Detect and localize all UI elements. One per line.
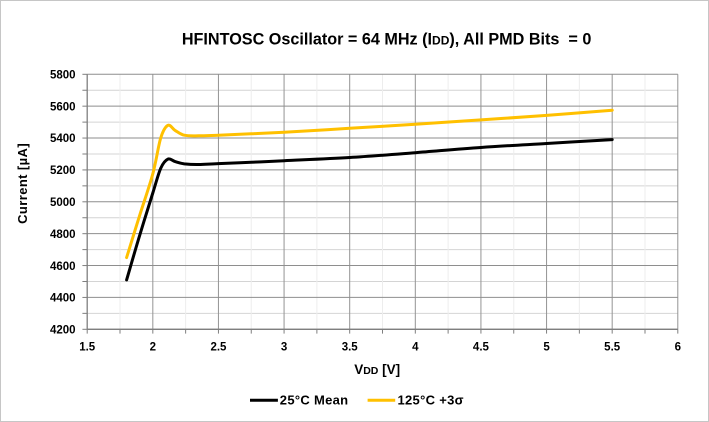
svg-text:Current [µA]: Current [µA] [15, 143, 30, 224]
svg-text:125°C +3σ: 125°C +3σ [398, 393, 464, 408]
svg-text:5600: 5600 [50, 101, 76, 113]
svg-text:4200: 4200 [50, 325, 76, 337]
svg-text:4.5: 4.5 [473, 341, 490, 353]
svg-text:5.5: 5.5 [604, 341, 621, 353]
svg-text:5000: 5000 [50, 197, 76, 209]
svg-text:4800: 4800 [50, 229, 76, 241]
svg-text:3: 3 [281, 341, 287, 353]
svg-text:6: 6 [675, 341, 681, 353]
svg-text:5200: 5200 [50, 165, 76, 177]
svg-text:5: 5 [543, 341, 550, 353]
svg-text:1.5: 1.5 [79, 341, 96, 353]
svg-text:4400: 4400 [50, 293, 76, 305]
svg-text:4: 4 [412, 341, 419, 353]
svg-text:5400: 5400 [50, 133, 76, 145]
svg-text:3.5: 3.5 [342, 341, 359, 353]
svg-text:4600: 4600 [50, 261, 76, 273]
svg-text:25°C Mean: 25°C Mean [280, 393, 349, 408]
svg-text:5800: 5800 [50, 70, 76, 82]
svg-text:HFINTOSC Oscillator = 64 MHz (: HFINTOSC Oscillator = 64 MHz (IDD), All … [182, 31, 592, 49]
svg-text:VDD [V]: VDD [V] [354, 362, 400, 377]
svg-text:2.5: 2.5 [210, 341, 227, 353]
svg-text:2: 2 [150, 341, 156, 353]
